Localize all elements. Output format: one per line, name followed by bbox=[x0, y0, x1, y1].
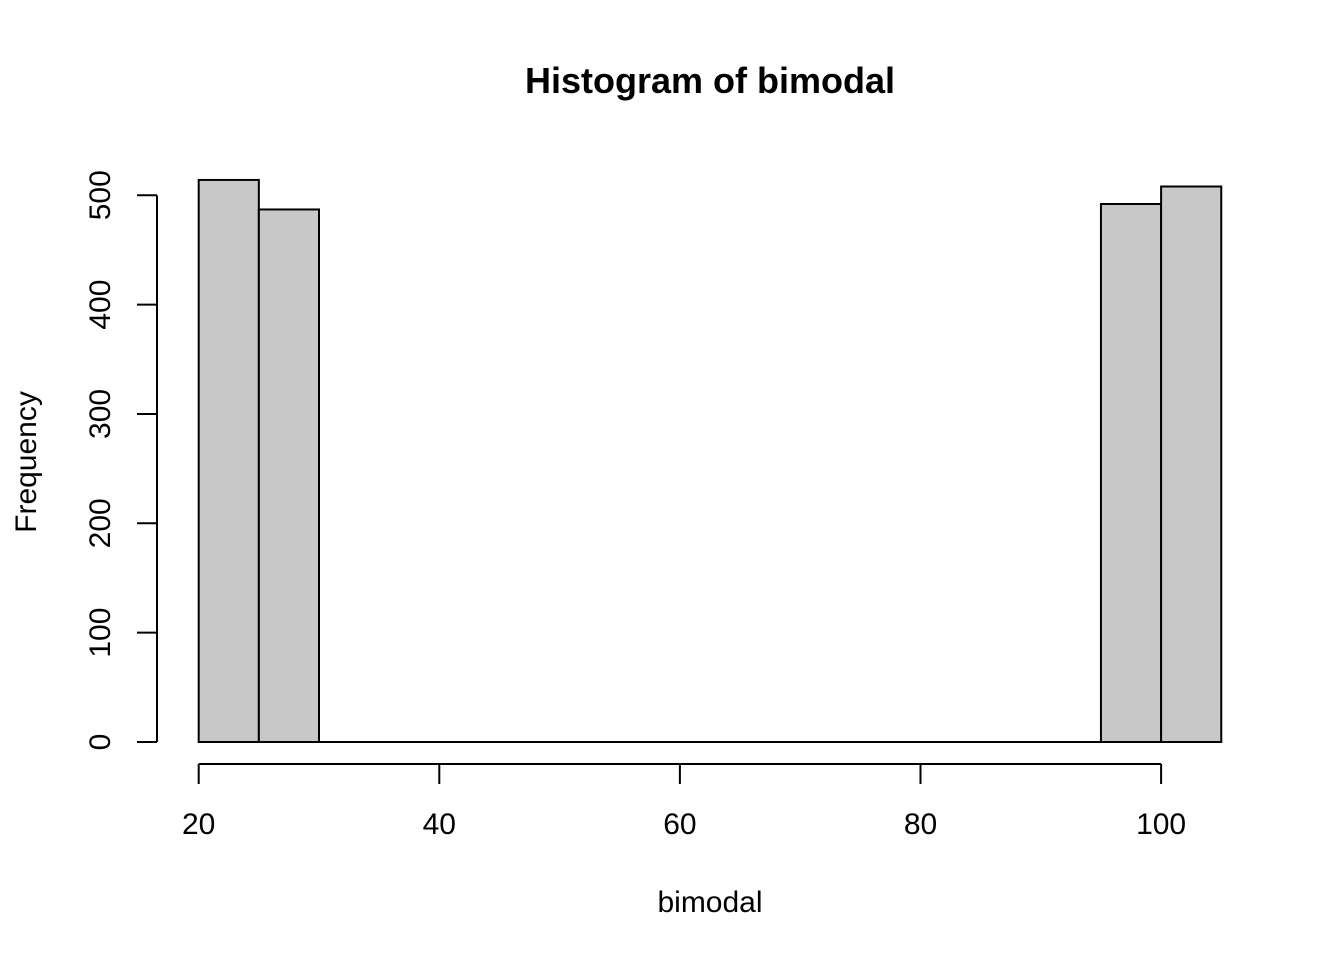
x-tick-label-80: 80 bbox=[904, 808, 937, 841]
x-tick-label-20: 20 bbox=[182, 808, 215, 841]
histogram-bar-95-100 bbox=[1099, 202, 1163, 744]
x-axis: 20 40 60 80 100 bbox=[182, 763, 1186, 841]
y-axis-label: Frequency bbox=[10, 391, 43, 533]
x-axis-label: bimodal bbox=[657, 886, 762, 919]
x-tick-label-60: 60 bbox=[663, 808, 696, 841]
y-tick-label-400: 400 bbox=[84, 280, 117, 330]
y-tick-label-500: 500 bbox=[84, 170, 117, 220]
y-tick-label-300: 300 bbox=[84, 389, 117, 439]
y-axis: 0 100 200 300 400 500 bbox=[84, 170, 158, 751]
histogram-bar-25-30 bbox=[257, 208, 321, 743]
y-tick-label-200: 200 bbox=[84, 498, 117, 548]
histogram-bar-100-105 bbox=[1160, 185, 1223, 743]
x-tick-label-40: 40 bbox=[423, 808, 456, 841]
x-tick-label-100: 100 bbox=[1136, 808, 1186, 841]
y-tick-label-0: 0 bbox=[84, 734, 117, 751]
bars-group bbox=[197, 178, 1223, 744]
chart-title: Histogram of bimodal bbox=[525, 60, 895, 101]
y-tick-label-100: 100 bbox=[84, 608, 117, 658]
histogram-bar-20-25 bbox=[197, 178, 260, 744]
